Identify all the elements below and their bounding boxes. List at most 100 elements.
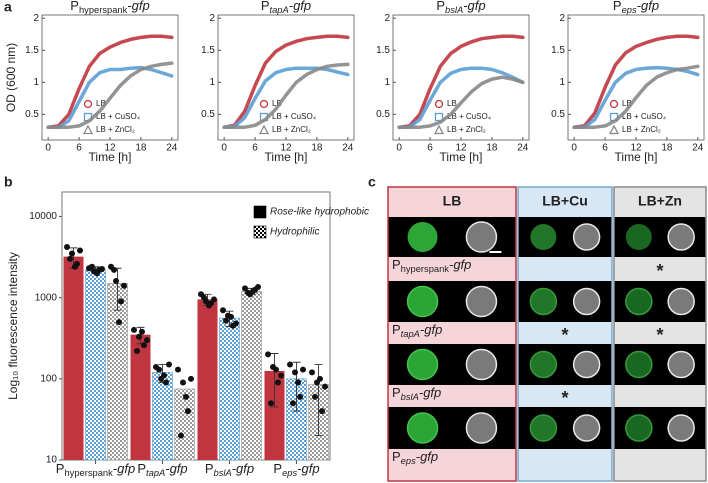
data-line: [222, 62, 350, 129]
data-point: [69, 250, 75, 257]
label-prefix: P: [137, 461, 146, 476]
label-subscript: tapA: [270, 5, 289, 15]
legend-label: Rose-like hydrophobic: [270, 207, 369, 218]
x-tick-label: 24: [517, 143, 529, 154]
label-subscript: bslA: [445, 5, 463, 15]
data-point: [161, 372, 167, 379]
x-tick-label: PbslA-gfp: [205, 461, 254, 478]
label-suffix: -gfp: [232, 461, 254, 476]
label-subscript: bslA: [401, 392, 419, 402]
column-header-label: LB+Zn: [638, 193, 682, 209]
legend-label: LB + CuSO₄: [96, 112, 140, 121]
data-point: [242, 285, 248, 292]
column-header: [388, 187, 516, 217]
data-point: [228, 313, 234, 320]
y-tick-label: 1.5: [376, 45, 390, 56]
significance-star: *: [656, 261, 663, 281]
y-tick-label: 2: [384, 13, 390, 24]
data-point: [322, 383, 328, 390]
label-suffix: -gfp: [449, 257, 471, 272]
label-row-bg: [614, 322, 706, 344]
data-point: [300, 366, 306, 373]
x-tick-label: 18: [311, 143, 323, 154]
legend-label: LB + CuSO₄: [272, 112, 316, 121]
y-tick-label: 0.5: [25, 109, 39, 120]
data-line: [572, 34, 700, 129]
y-tick-label: 100: [40, 373, 57, 384]
x-tick-label: 0: [571, 143, 577, 154]
label-suffix: -gfp: [637, 0, 659, 13]
label-subscript: tapA: [401, 329, 420, 339]
y-axis-label: Log₁₀ fluorescence intensity: [6, 252, 20, 400]
plot-frame: [61, 191, 331, 461]
panel-letter: b: [4, 174, 13, 190]
data-point: [163, 379, 169, 386]
y-axis-label: OD (600 nm): [4, 43, 18, 112]
error-bar: [270, 353, 279, 408]
significance-star: *: [561, 325, 568, 345]
bar: [85, 269, 106, 461]
label-prefix: P: [56, 461, 65, 476]
data-point: [312, 393, 318, 400]
label-prefix: P: [70, 0, 79, 13]
x-tick-label: 18: [135, 143, 147, 154]
label-suffix: -gfp: [416, 449, 438, 464]
data-point: [156, 366, 162, 373]
data-point: [275, 379, 281, 386]
label-prefix: P: [436, 0, 445, 13]
x-tick-label: 6: [76, 143, 82, 154]
data-point: [77, 247, 83, 254]
colony-brightfield: [667, 287, 695, 316]
x-axis-label: Time [h]: [615, 150, 658, 164]
data-point: [273, 366, 279, 373]
colony-brightfield: [667, 350, 695, 379]
colony-brightfield: [465, 285, 498, 318]
data-point: [89, 263, 95, 270]
x-tick-label: 12: [455, 143, 467, 154]
panel-letter: a: [4, 0, 12, 15]
label-row-bg: [518, 385, 612, 407]
data-point: [134, 348, 140, 355]
y-tick-label: 0.5: [376, 109, 390, 120]
data-point: [118, 298, 124, 305]
bar: [241, 290, 262, 461]
data-point: [287, 361, 293, 368]
bar: [130, 334, 151, 460]
y-tick-label: 2: [209, 13, 215, 24]
y-tick-label: 1.5: [551, 45, 565, 56]
column-border: [613, 186, 707, 482]
colony-gfp: [406, 285, 439, 318]
chart-title: Phyperspank-gfp: [70, 0, 149, 15]
y-tick-label: 1: [559, 77, 565, 88]
data-point: [139, 328, 145, 335]
label-row-bg: [388, 257, 516, 281]
colony-brightfield: [667, 414, 695, 442]
legend-swatch: [253, 225, 267, 239]
label-subscript: eps: [622, 5, 637, 15]
colony-gfp: [625, 224, 652, 250]
y-tick-label: 0.5: [551, 109, 565, 120]
chart-title: PtapA-gfp: [261, 0, 311, 15]
label-subscript: eps: [282, 468, 297, 478]
data-point: [268, 400, 274, 407]
data-point: [111, 266, 117, 273]
colony-brightfield: [465, 412, 498, 444]
label-row-bg: [518, 449, 612, 481]
label-subscript: hyperspank: [79, 5, 128, 15]
bar: [219, 317, 240, 461]
label-suffix: -gfp: [463, 0, 485, 13]
bar: [264, 370, 285, 460]
data-point: [116, 319, 122, 326]
data-point: [64, 244, 70, 251]
legend-label: LB + ZnCl₂: [622, 125, 661, 134]
colony-gfp: [625, 414, 653, 442]
colony-gfp: [406, 412, 439, 444]
data-line: [46, 65, 174, 129]
label-prefix: P: [392, 322, 401, 337]
data-point: [319, 408, 325, 415]
colony-brightfield: [572, 223, 601, 251]
legend-marker: [258, 124, 270, 135]
y-tick-label: 2: [33, 13, 39, 24]
x-tick-label: 0: [221, 143, 227, 154]
label-row-bg: [388, 449, 516, 481]
